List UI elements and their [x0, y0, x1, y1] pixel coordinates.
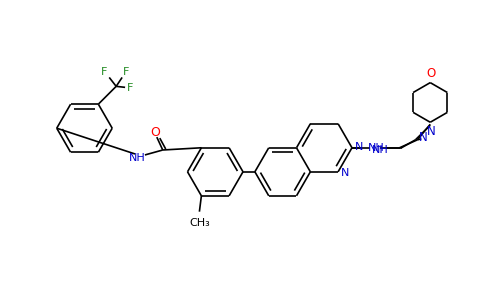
- Text: N: N: [341, 168, 349, 178]
- Text: N: N: [419, 131, 428, 144]
- Text: NH: NH: [129, 153, 145, 163]
- Text: NH: NH: [372, 145, 389, 155]
- Text: N: N: [355, 142, 363, 152]
- Text: F: F: [101, 68, 107, 77]
- Text: O: O: [426, 67, 436, 80]
- Text: N: N: [427, 125, 436, 138]
- Text: F: F: [127, 83, 133, 93]
- Text: F: F: [123, 68, 129, 77]
- Text: CH₃: CH₃: [189, 218, 210, 228]
- Text: O: O: [150, 126, 160, 139]
- Text: NH: NH: [368, 143, 385, 153]
